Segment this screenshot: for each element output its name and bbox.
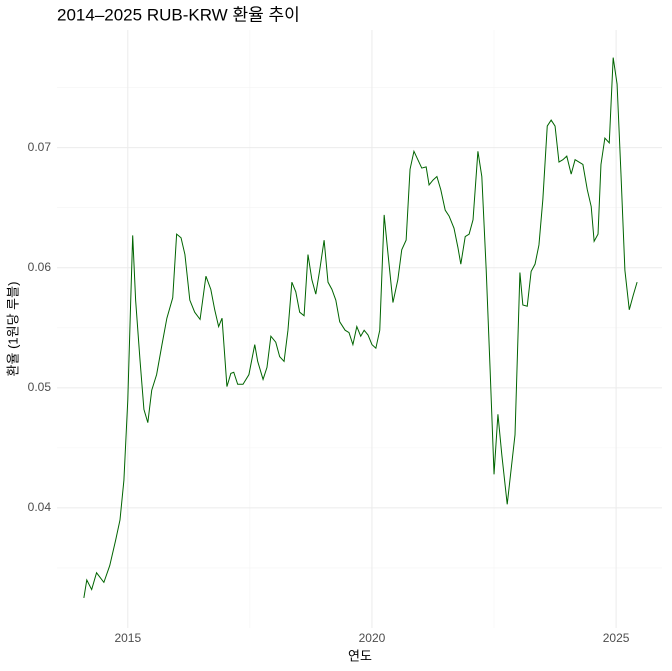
y-tick-label: 0.04 bbox=[28, 500, 52, 514]
data-line bbox=[83, 57, 638, 599]
x-tick-label: 2015 bbox=[114, 631, 141, 645]
x-tick-label: 2020 bbox=[359, 631, 386, 645]
y-axis-title: 환율 (1원당 루블) bbox=[5, 282, 20, 377]
y-tick-label: 0.06 bbox=[28, 260, 52, 274]
x-axis-title: 연도 bbox=[348, 648, 372, 663]
chart-title: 2014–2025 RUB-KRW 환율 추이 bbox=[57, 5, 300, 24]
x-tick-label: 2025 bbox=[603, 631, 630, 645]
y-tick-label: 0.07 bbox=[28, 140, 52, 154]
y-tick-label: 0.05 bbox=[28, 380, 52, 394]
